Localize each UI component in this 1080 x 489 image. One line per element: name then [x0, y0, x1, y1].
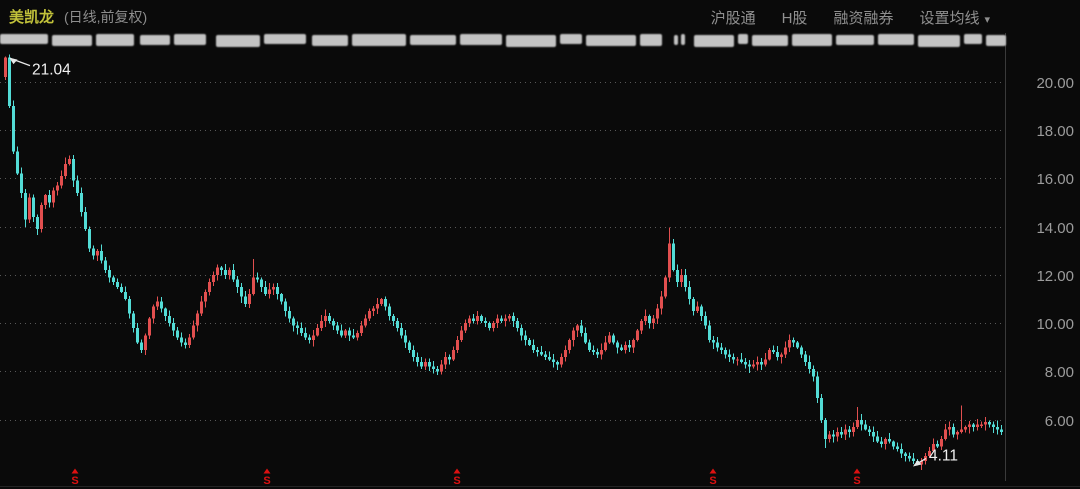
event-marker-blob	[986, 35, 1006, 46]
dividend-marker-glyph: S	[71, 475, 78, 487]
event-marker-blob	[878, 34, 914, 45]
dividend-marker-glyph: S	[263, 475, 270, 487]
event-marker-blob	[792, 34, 832, 46]
dividend-marker-glyph: S	[453, 475, 460, 487]
event-marker-blob	[140, 35, 170, 45]
stock-name: 美凯龙	[9, 9, 55, 26]
y-axis-label: 6.00	[1045, 413, 1074, 430]
y-axis-label: 14.00	[1036, 220, 1074, 237]
chart-header: 美凯龙 (日线,前复权) 沪股通 H股 融资融券 设置均线 ▾	[0, 0, 1080, 30]
chevron-down-icon: ▾	[984, 14, 990, 26]
event-marker-blob	[352, 34, 406, 46]
event-marker-blob	[0, 34, 48, 44]
dividend-marker-glyph: S	[709, 475, 716, 487]
dividend-marker-triangle-icon	[709, 468, 717, 474]
event-marker-blob	[738, 34, 748, 44]
dividend-marker[interactable]: S	[853, 468, 861, 488]
event-marker-blob	[586, 35, 636, 46]
price-annotation-high: 21.04	[9, 57, 71, 79]
event-marker-blob	[52, 35, 92, 46]
dividend-marker-triangle-icon	[853, 468, 861, 474]
event-marker-blob	[506, 35, 556, 47]
y-axis-label: 10.00	[1036, 316, 1074, 333]
link-margin-trading[interactable]: 融资融券	[833, 10, 894, 27]
event-marker-blob	[964, 34, 982, 44]
event-marker-blob	[640, 34, 662, 46]
event-marker-blob	[312, 35, 348, 46]
annotation-label: 21.04	[32, 62, 71, 79]
dividend-marker-triangle-icon	[453, 468, 461, 474]
annotation-arrowhead-icon	[9, 57, 18, 65]
event-marker-blob	[674, 35, 678, 45]
y-axis-label: 12.00	[1036, 268, 1074, 285]
event-marker-blob	[460, 34, 502, 45]
event-marker-blob	[752, 35, 788, 46]
annotation-arrowhead-icon	[913, 459, 922, 467]
dividend-marker[interactable]: S	[709, 468, 717, 488]
dividend-marker-triangle-icon	[71, 468, 79, 474]
price-annotation-low: 4.11	[913, 447, 958, 467]
y-axis-label: 18.00	[1036, 123, 1074, 140]
set-ma-label: 设置均线	[919, 10, 980, 27]
dividend-marker-triangle-icon	[263, 468, 271, 474]
header-links: 沪股通 H股 融资融券 设置均线 ▾	[711, 7, 990, 28]
event-marker-blob	[560, 34, 582, 44]
y-axis-label: 20.00	[1036, 75, 1074, 92]
event-marker-blob	[694, 35, 734, 47]
event-marker-blob	[918, 35, 960, 47]
annotation-label: 4.11	[929, 447, 958, 464]
event-marker-blob	[681, 34, 685, 45]
event-marker-blob	[174, 34, 206, 45]
event-marker-blob	[836, 35, 874, 45]
event-marker-blob	[410, 35, 456, 45]
y-axis-label: 8.00	[1045, 364, 1074, 381]
y-axis-label: 16.00	[1036, 171, 1074, 188]
dividend-marker[interactable]: S	[263, 468, 271, 488]
dividend-marker[interactable]: S	[71, 468, 79, 488]
event-marker-blob	[216, 35, 260, 47]
event-marker-strip[interactable]	[0, 34, 1006, 47]
dividend-marker-glyph: S	[853, 475, 860, 487]
event-marker-blob	[96, 34, 134, 46]
set-ma-dropdown[interactable]: 设置均线 ▾	[919, 7, 990, 28]
candles-layer	[4, 54, 1003, 471]
dividend-marker[interactable]: S	[453, 468, 461, 488]
link-shanghai-connect[interactable]: 沪股通	[710, 10, 756, 27]
event-marker-blob	[264, 34, 306, 44]
chart-period-label: (日线,前复权)	[64, 9, 148, 25]
link-h-shares[interactable]: H股	[781, 10, 808, 27]
